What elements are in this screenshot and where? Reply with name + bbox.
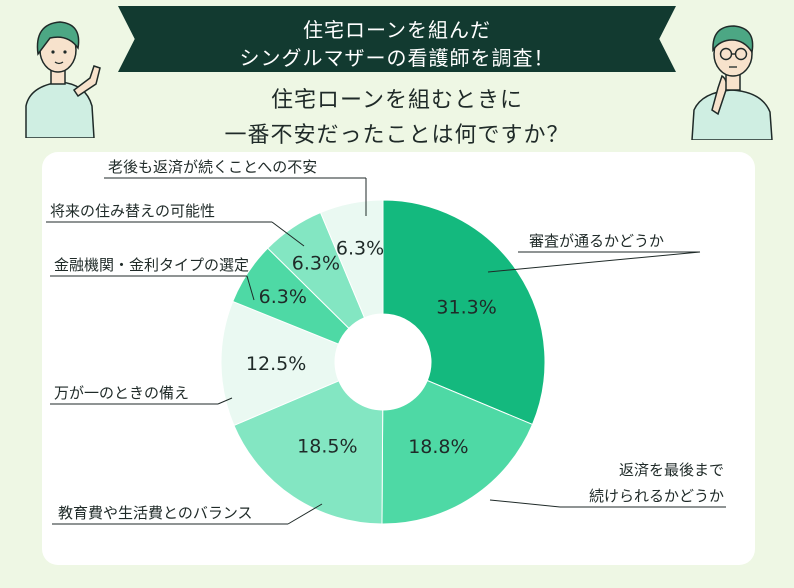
- slice-category-label: 審査が通るかどうか: [529, 232, 664, 250]
- label-leader-line: [287, 503, 323, 525]
- question-line-2: 一番不安だったことは何ですか？: [224, 123, 570, 148]
- label-leader-line: [217, 397, 233, 405]
- label-leader-line: [246, 275, 255, 301]
- pie-slice: [233, 380, 384, 525]
- slice-value-label: 6.3%: [259, 286, 307, 308]
- slice-category-label: 万が一のときの備え: [54, 384, 189, 402]
- slice-value-label: 18.5%: [297, 436, 357, 458]
- banner-title-line-1: 住宅ローンを組んだ: [303, 18, 491, 42]
- title-banner: 住宅ローンを組んだ シングルマザーの看護師を調査！: [118, 6, 676, 72]
- pie-slice: [319, 199, 384, 319]
- label-leader-line: [487, 251, 701, 273]
- slice-category-label: 返済を最後まで: [619, 461, 724, 479]
- label-leader-line: [271, 221, 305, 247]
- pie-slice: [382, 199, 546, 426]
- slice-value-label: 12.5%: [246, 353, 306, 375]
- slice-category-label: 将来の住み替えの可能性: [50, 202, 215, 220]
- slice-category-label: 老後も返済が続くことへの不安: [108, 158, 317, 176]
- slice-value-label: 6.3%: [292, 253, 340, 275]
- slice-value-label: 6.3%: [336, 238, 384, 260]
- pie-slice: [381, 379, 534, 525]
- slice-value-label: 18.8%: [408, 436, 468, 458]
- man-illustration: [691, 25, 773, 140]
- woman-illustration: [25, 21, 101, 138]
- slice-category-label: 金融機関・金利タイプの選定: [54, 256, 249, 274]
- slice-category-label: 教育費や生活費とのバランス: [58, 504, 253, 522]
- question-line-1: 住宅ローンを組むときに: [271, 88, 523, 113]
- banner-title-line-2: シングルマザーの看護師を調査！: [239, 46, 555, 70]
- slice-value-label: 31.3%: [436, 296, 496, 318]
- slice-category-label: 続けられるかどうか: [589, 487, 724, 505]
- label-leader-line: [489, 499, 561, 508]
